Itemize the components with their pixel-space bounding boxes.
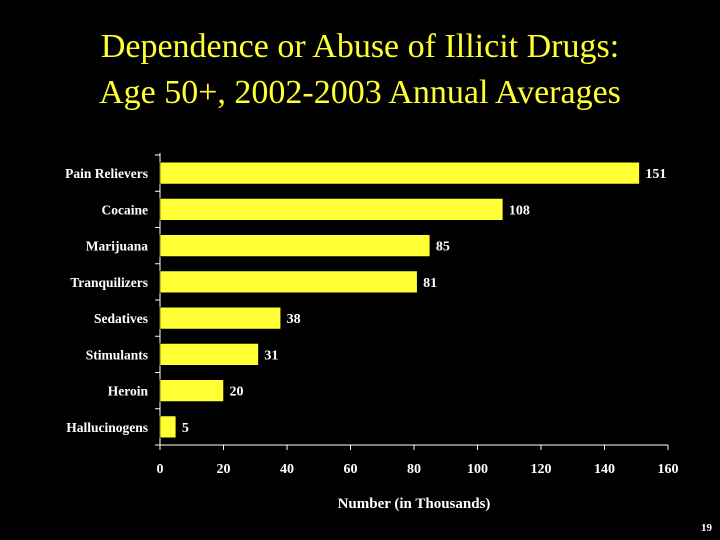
data-label: 38 bbox=[287, 312, 301, 327]
bar bbox=[159, 415, 177, 438]
bar bbox=[159, 162, 640, 185]
category-label: Pain Relievers bbox=[65, 166, 148, 181]
x-tick-label: 140 bbox=[594, 462, 615, 477]
title-line-2: Age 50+, 2002-2003 Annual Averages bbox=[99, 74, 621, 111]
x-axis-label: Number (in Thousands) bbox=[337, 496, 491, 512]
bar bbox=[159, 198, 504, 221]
title-line-1: Dependence or Abuse of Illicit Drugs: bbox=[100, 28, 620, 65]
bar bbox=[159, 270, 418, 293]
x-tick-label: 120 bbox=[531, 462, 552, 477]
bar bbox=[159, 379, 224, 402]
x-tick-label: 20 bbox=[217, 462, 231, 477]
data-label: 85 bbox=[436, 240, 450, 255]
category-label: Marijuana bbox=[86, 239, 148, 254]
x-tick-label: 100 bbox=[467, 462, 488, 477]
bar bbox=[159, 234, 431, 257]
category-label: Stimulants bbox=[86, 347, 148, 362]
data-label: 81 bbox=[423, 276, 437, 291]
data-label: 5 bbox=[182, 421, 189, 436]
category-label: Hallucinogens bbox=[66, 420, 148, 435]
data-label: 31 bbox=[264, 348, 278, 363]
category-label: Cocaine bbox=[102, 202, 149, 217]
data-label: 20 bbox=[230, 385, 244, 400]
slide-title: Dependence or Abuse of Illicit Drugs: Ag… bbox=[0, 24, 720, 116]
data-label: 151 bbox=[645, 167, 666, 182]
bar bbox=[159, 307, 281, 330]
x-tick-label: 80 bbox=[407, 462, 421, 477]
bar bbox=[159, 343, 259, 366]
data-label: 108 bbox=[509, 203, 530, 218]
category-label: Tranquilizers bbox=[70, 275, 148, 290]
category-label: Sedatives bbox=[94, 311, 148, 326]
x-tick-label: 40 bbox=[280, 462, 294, 477]
x-tick-label: 0 bbox=[157, 462, 164, 477]
x-tick-label: 60 bbox=[344, 462, 358, 477]
page-number: 19 bbox=[701, 522, 712, 534]
x-tick-label: 160 bbox=[658, 462, 679, 477]
category-label: Heroin bbox=[108, 384, 149, 399]
